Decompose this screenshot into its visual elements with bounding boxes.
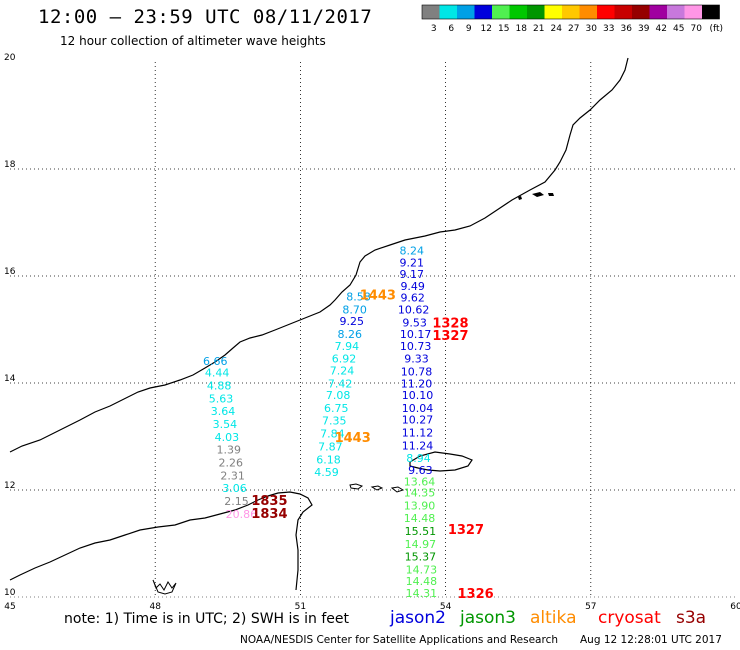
coastline — [9, 57, 629, 595]
wave-height-value: 9.21 — [399, 256, 424, 269]
wave-height-value: 6.75 — [324, 402, 349, 415]
wave-height-value: 7.35 — [322, 415, 347, 428]
wave-height-value: 10.73 — [400, 340, 432, 353]
wave-height-value: 13.90 — [404, 499, 436, 512]
wave-height-value: 11.20 — [401, 377, 433, 390]
lat-tick-label: 20 — [4, 53, 16, 63]
wave-height-value: 9.33 — [404, 353, 429, 366]
pass-time-label: 1327 — [432, 329, 468, 344]
map-subtitle: 12 hour collection of altimeter wave hei… — [60, 34, 326, 48]
wave-height-value: 10.27 — [402, 414, 434, 427]
lat-tick-label: 14 — [4, 374, 16, 384]
wave-height-value: 7.08 — [326, 389, 351, 402]
wave-height-value: 7.94 — [335, 340, 360, 353]
satellite-label-altika: altika — [530, 608, 577, 628]
wave-height-value: 14.73 — [406, 563, 438, 576]
wave-height-value: 9.63 — [408, 464, 433, 477]
wave-height-value: 5.63 — [209, 392, 234, 405]
lon-tick-label: 60 — [730, 602, 740, 610]
lat-tick-label: 10 — [4, 588, 16, 598]
pass-time-label: 1835 — [251, 494, 287, 509]
wave-height-value: 10.62 — [398, 303, 430, 316]
altimeter-map[interactable]: 45 48 51 54 57 60 20 18 16 14 12 10 8.249.219.179.4… — [0, 0, 740, 610]
satellite-label-jason3: jason3 — [460, 608, 516, 628]
wave-height-value: 9.53 — [402, 316, 427, 329]
wave-height-value: 10.04 — [402, 402, 434, 415]
wave-height-value: 9.49 — [400, 280, 425, 293]
footer-note: note: 1) Time is in UTC; 2) SWH is in fe… — [64, 611, 350, 627]
wave-height-observations: 8.249.219.179.499.6210.629.5310.1710.739… — [203, 245, 437, 600]
wave-height-value: 11.12 — [402, 427, 434, 440]
wave-height-value: 2.31 — [220, 469, 245, 482]
pass-time-label: 1326 — [458, 587, 494, 602]
wave-height-value: 9.17 — [399, 268, 424, 281]
pass-time-label: 1834 — [251, 507, 287, 522]
satellite-label-s3a: s3a — [676, 608, 707, 628]
wave-height-value: 10.17 — [400, 328, 432, 341]
wave-height-value: 14.48 — [404, 512, 436, 525]
wave-height-value: 9.25 — [339, 315, 364, 328]
pass-time-label: 1443 — [360, 289, 396, 304]
lon-tick-label: 48 — [149, 602, 161, 610]
wave-height-value: 3.54 — [213, 418, 238, 431]
footer-legend: note: 1) Time is in UTC; 2) SWH is in fe… — [0, 608, 740, 632]
wave-height-value: 10.78 — [401, 366, 433, 379]
wave-height-value: 4.88 — [207, 379, 232, 392]
lat-tick-label: 18 — [4, 160, 16, 170]
map-title: 12:00 – 23:59 UTC 08/11/2017 — [38, 6, 373, 28]
lon-tick-label: 57 — [585, 602, 596, 610]
lat-tick-label: 16 — [4, 267, 16, 277]
wave-height-value: 4.44 — [205, 367, 230, 380]
wave-height-value: 3.64 — [211, 405, 236, 418]
wave-height-value: 8.70 — [342, 303, 367, 316]
axis-labels: 45 48 51 54 57 60 20 18 16 14 12 10 — [4, 53, 740, 610]
lon-tick-label: 45 — [4, 602, 15, 610]
wave-height-value: 14.35 — [404, 486, 436, 499]
pass-time-label: 1443 — [335, 431, 371, 446]
wave-height-value: 6.66 — [203, 355, 228, 368]
satellite-label-cryosat: cryosat — [598, 608, 661, 628]
wave-height-value: 7.84 — [320, 428, 345, 441]
satellite-label-jason2: jason2 — [390, 608, 446, 628]
wave-height-value: 9.62 — [400, 292, 425, 305]
wave-height-value: 15.51 — [405, 525, 437, 538]
wave-height-value: 10.10 — [402, 389, 434, 402]
lat-lon-grid — [10, 62, 736, 598]
wave-height-value: 14.97 — [405, 538, 437, 551]
wave-height-value: 8.94 — [406, 452, 431, 465]
wave-height-value: 8.26 — [338, 328, 363, 341]
wave-height-value: 2.26 — [218, 456, 243, 469]
wave-height-value: 8.58 — [346, 291, 371, 304]
wave-height-value: 6.92 — [332, 353, 357, 366]
wave-height-value: 7.42 — [328, 377, 353, 390]
wave-height-value: 8.24 — [399, 245, 424, 258]
wave-height-value: 3.06 — [222, 482, 247, 495]
wave-height-value: 15.37 — [405, 551, 437, 564]
wave-height-value: 7.24 — [330, 364, 355, 377]
wave-height-value: 13.64 — [404, 476, 436, 489]
wave-height-value: 7.87 — [318, 440, 343, 453]
pass-time-label: 1328 — [432, 316, 468, 331]
generation-timestamp: Aug 12 12:28:01 UTC 2017 — [580, 634, 722, 646]
wave-height-value: 4.59 — [314, 466, 339, 479]
wave-height-value: 20.86 — [226, 508, 258, 521]
wave-height-value: 2.15 — [224, 495, 249, 508]
wave-height-value: 14.48 — [406, 575, 438, 588]
lon-tick-label: 54 — [440, 602, 452, 610]
wave-height-value: 11.24 — [402, 439, 434, 452]
wave-height-value: 14.31 — [406, 587, 438, 600]
pass-time-label: 1327 — [448, 523, 484, 538]
lon-tick-label: 51 — [295, 602, 306, 610]
credit-line: NOAA/NESDIS Center for Satellite Applica… — [240, 634, 558, 646]
lat-tick-label: 12 — [4, 481, 15, 491]
wave-height-value: 1.39 — [217, 444, 242, 457]
wave-height-value: 6.18 — [316, 453, 341, 466]
wave-height-value: 4.03 — [215, 431, 240, 444]
